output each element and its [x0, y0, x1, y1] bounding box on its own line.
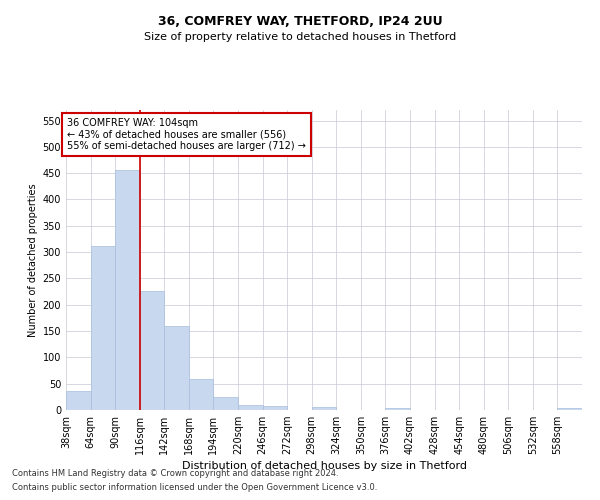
Bar	[263, 406, 287, 410]
Bar	[115, 170, 140, 410]
X-axis label: Distribution of detached houses by size in Thetford: Distribution of detached houses by size …	[182, 462, 467, 471]
Bar	[91, 246, 115, 410]
Bar	[214, 397, 238, 410]
Bar	[557, 408, 582, 410]
Bar	[140, 290, 164, 410]
Bar	[385, 408, 410, 410]
Bar	[66, 390, 91, 410]
Bar	[164, 326, 189, 410]
Text: Contains HM Land Registry data © Crown copyright and database right 2024.: Contains HM Land Registry data © Crown c…	[12, 468, 338, 477]
Bar	[189, 380, 214, 410]
Text: 36, COMFREY WAY, THETFORD, IP24 2UU: 36, COMFREY WAY, THETFORD, IP24 2UU	[158, 15, 442, 28]
Text: Contains public sector information licensed under the Open Government Licence v3: Contains public sector information licen…	[12, 484, 377, 492]
Text: Size of property relative to detached houses in Thetford: Size of property relative to detached ho…	[144, 32, 456, 42]
Bar	[238, 404, 263, 410]
Bar	[312, 408, 336, 410]
Y-axis label: Number of detached properties: Number of detached properties	[28, 183, 38, 337]
Text: 36 COMFREY WAY: 104sqm
← 43% of detached houses are smaller (556)
55% of semi-de: 36 COMFREY WAY: 104sqm ← 43% of detached…	[67, 118, 306, 151]
